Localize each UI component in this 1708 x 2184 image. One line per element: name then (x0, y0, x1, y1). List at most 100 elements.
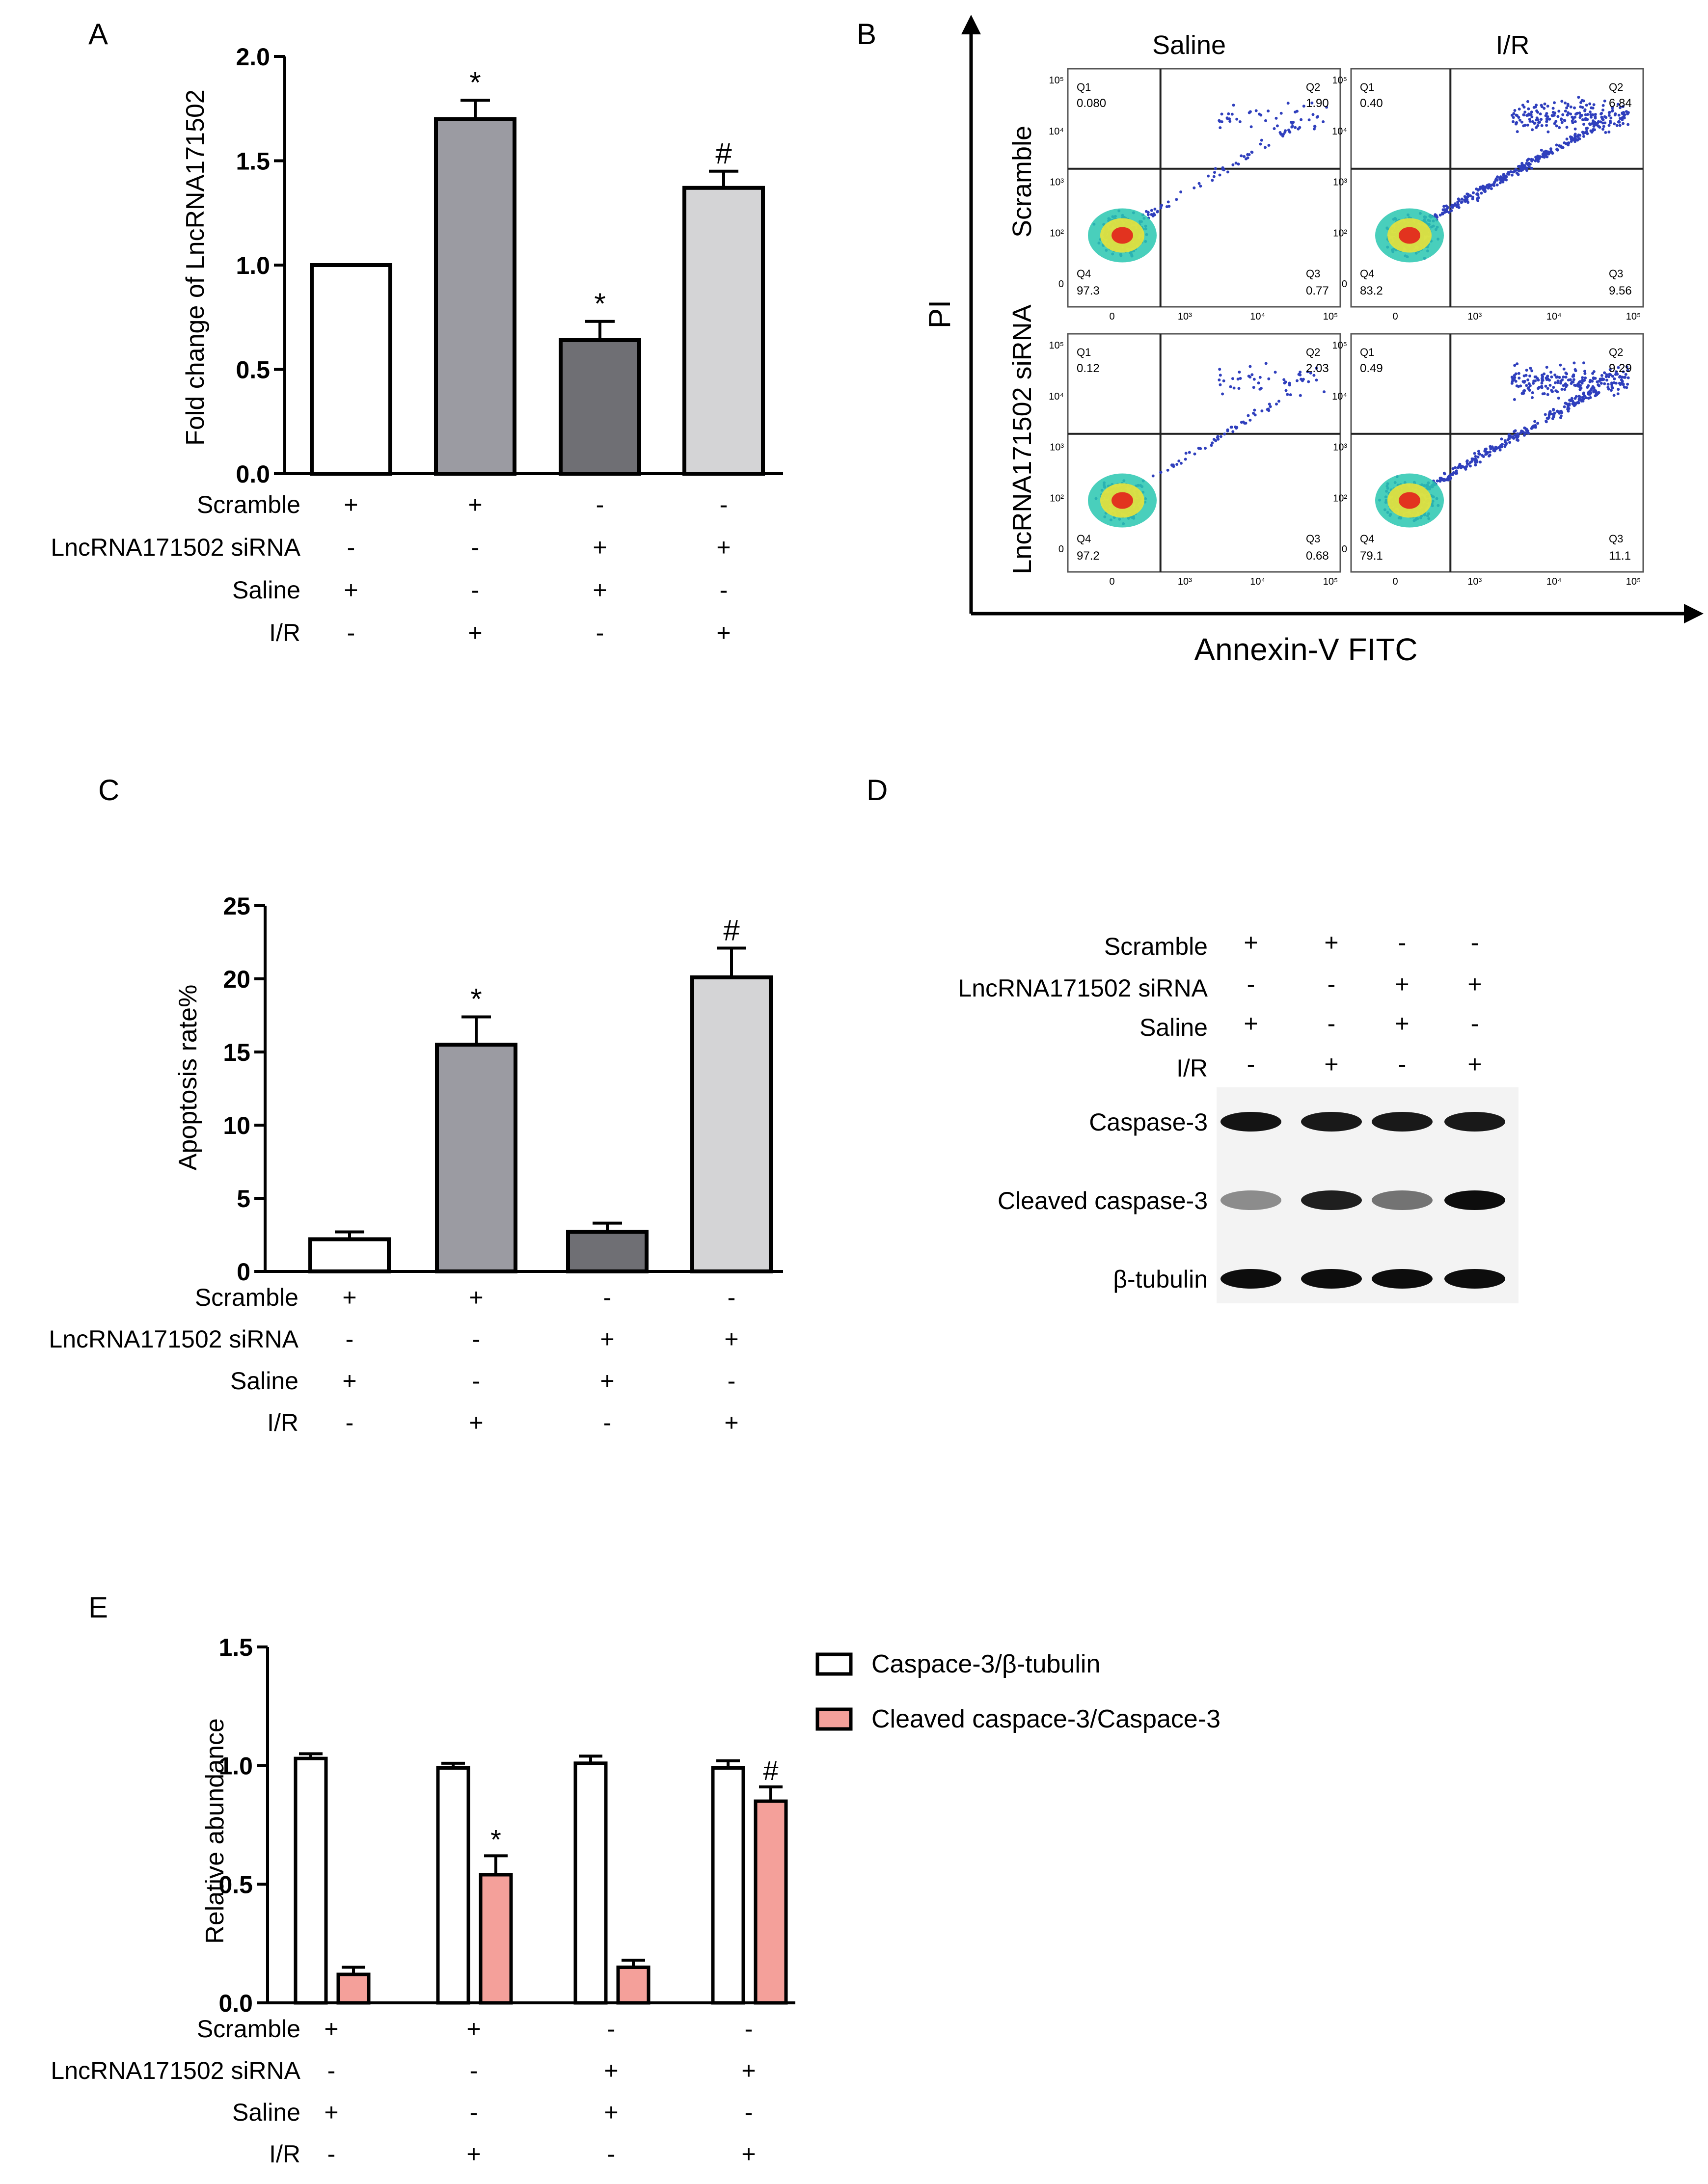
flow-event-dot (1279, 111, 1283, 115)
panel-e-condition-sign: + (324, 2099, 338, 2126)
flow-event-dot (1521, 168, 1524, 171)
flow-plot: Q1 0.49 Q2 9.29 Q3 11.1 Q4 79.1 0 10² 10³ 10⁴ 10⁵ 0 10… (1332, 333, 1644, 587)
flow-event-dot (1526, 378, 1530, 381)
panel-e-bar (711, 1766, 745, 2005)
flow-event-dot (1231, 377, 1234, 380)
flow-event-dot (1260, 409, 1264, 413)
flow-q4-value: 83.2 (1360, 284, 1383, 297)
flow-event-dot (1522, 124, 1525, 128)
panel-c-condition-sign: + (600, 1367, 614, 1395)
flow-event-dot (1247, 414, 1250, 417)
blot-band (1301, 1112, 1362, 1132)
flow-event-dot (1503, 439, 1507, 442)
flow-event-dot (1609, 389, 1613, 392)
flow-event-dot (1573, 106, 1576, 109)
flow-event-dot (1601, 121, 1604, 125)
flow-event-dot (1523, 431, 1526, 434)
flow-event-dot (1252, 386, 1255, 389)
flow-event-dot (1231, 163, 1235, 166)
panel-c-condition-sign: + (724, 1325, 738, 1353)
panel-a-condition-sign: + (344, 576, 358, 604)
flow-event-dot (1617, 388, 1620, 391)
flow-event-dot (1540, 124, 1544, 127)
flow-event-dot (1513, 398, 1516, 401)
flow-event-dot (1299, 371, 1302, 374)
flow-y-tick-label: 0 (1342, 544, 1347, 555)
flow-event-dot (1218, 378, 1221, 381)
flow-event-dot (1300, 118, 1303, 121)
flow-event-dot (1564, 371, 1568, 375)
flow-q4-value: 97.2 (1077, 549, 1100, 563)
flow-event-dot (1438, 477, 1442, 480)
flow-event-dot (1536, 422, 1540, 425)
flow-event-dot (1197, 182, 1201, 185)
flow-column-header: Saline (1152, 30, 1226, 60)
flow-quadrant-name: Q2 (1306, 81, 1320, 93)
flow-event-dot (1567, 111, 1570, 114)
flow-event-dot (1601, 108, 1604, 112)
flow-event-dot (1277, 400, 1280, 403)
flow-event-dot (1455, 469, 1458, 473)
flow-event-dot (1267, 377, 1271, 380)
flow-event-dot (1545, 151, 1548, 155)
flow-event-dot (1442, 478, 1446, 481)
flow-event-dot (1537, 121, 1540, 124)
blot-band (1301, 1190, 1362, 1210)
flow-q1-value: 0.080 (1077, 97, 1106, 110)
flow-event-dot (1584, 130, 1588, 134)
panel-a-condition-label: Saline (232, 576, 300, 604)
flow-event-dot (1603, 99, 1606, 103)
flow-event-dot (1476, 456, 1480, 458)
flow-event-dot (1578, 380, 1581, 383)
flow-event-dot (1218, 173, 1221, 177)
flow-event-dot (1551, 107, 1555, 110)
flow-event-dot (1531, 120, 1534, 123)
flow-event-dot (1525, 384, 1528, 387)
panel-c-bar (690, 975, 773, 1273)
flow-y-axis-label: PI (923, 300, 957, 329)
flow-event-dot (1461, 465, 1464, 468)
flow-event-dot (1315, 367, 1318, 370)
flow-event-dot (1607, 375, 1611, 378)
panel-e-condition-sign: + (324, 2015, 338, 2043)
flow-event-dot (1490, 187, 1493, 190)
flow-event-dot (1470, 459, 1473, 463)
flow-event-dot (1184, 458, 1187, 461)
flow-event-dot (1520, 431, 1523, 434)
flow-event-dot (1534, 424, 1537, 427)
panel-c-condition-label: I/R (267, 1409, 298, 1436)
flow-event-dot (1540, 104, 1543, 107)
flow-q2-value: 2.03 (1306, 362, 1329, 375)
flow-event-dot (1237, 162, 1240, 166)
flow-event-dot (1527, 386, 1530, 389)
flow-event-dot (1527, 382, 1531, 385)
flow-event-dot (1230, 426, 1233, 429)
flow-event-dot (1589, 129, 1593, 133)
blot-condition-sign: - (1328, 1010, 1336, 1037)
flow-event-dot (1323, 390, 1326, 394)
flow-event-dot (1274, 116, 1278, 120)
panel-a-condition-sign: + (716, 619, 731, 647)
flow-event-dot (1516, 435, 1519, 439)
flow-event-dot (1517, 372, 1520, 375)
flow-event-dot (1522, 106, 1526, 109)
flow-event-dot (1506, 438, 1510, 441)
panel-c-condition-sign: - (346, 1409, 354, 1436)
flow-event-dot (1534, 105, 1537, 108)
flow-event-dot (1577, 137, 1581, 140)
flow-event-dot (1618, 120, 1621, 124)
blot-band (1444, 1112, 1505, 1132)
flow-event-dot (1525, 166, 1529, 170)
blot-condition-sign: - (1398, 1051, 1407, 1078)
panel-e-condition-sign: - (327, 2140, 336, 2168)
flow-event-dot (1517, 173, 1520, 176)
flow-event-dot (1545, 417, 1549, 420)
flow-event-dot (1511, 379, 1514, 383)
flow-event-dot (1569, 112, 1572, 116)
flow-event-dot (1584, 376, 1587, 379)
flow-event-dot (1264, 119, 1267, 122)
flow-event-dot (1566, 403, 1570, 406)
flow-quadrant-name: Q3 (1306, 533, 1320, 545)
flow-q3-value: 11.1 (1609, 549, 1631, 563)
